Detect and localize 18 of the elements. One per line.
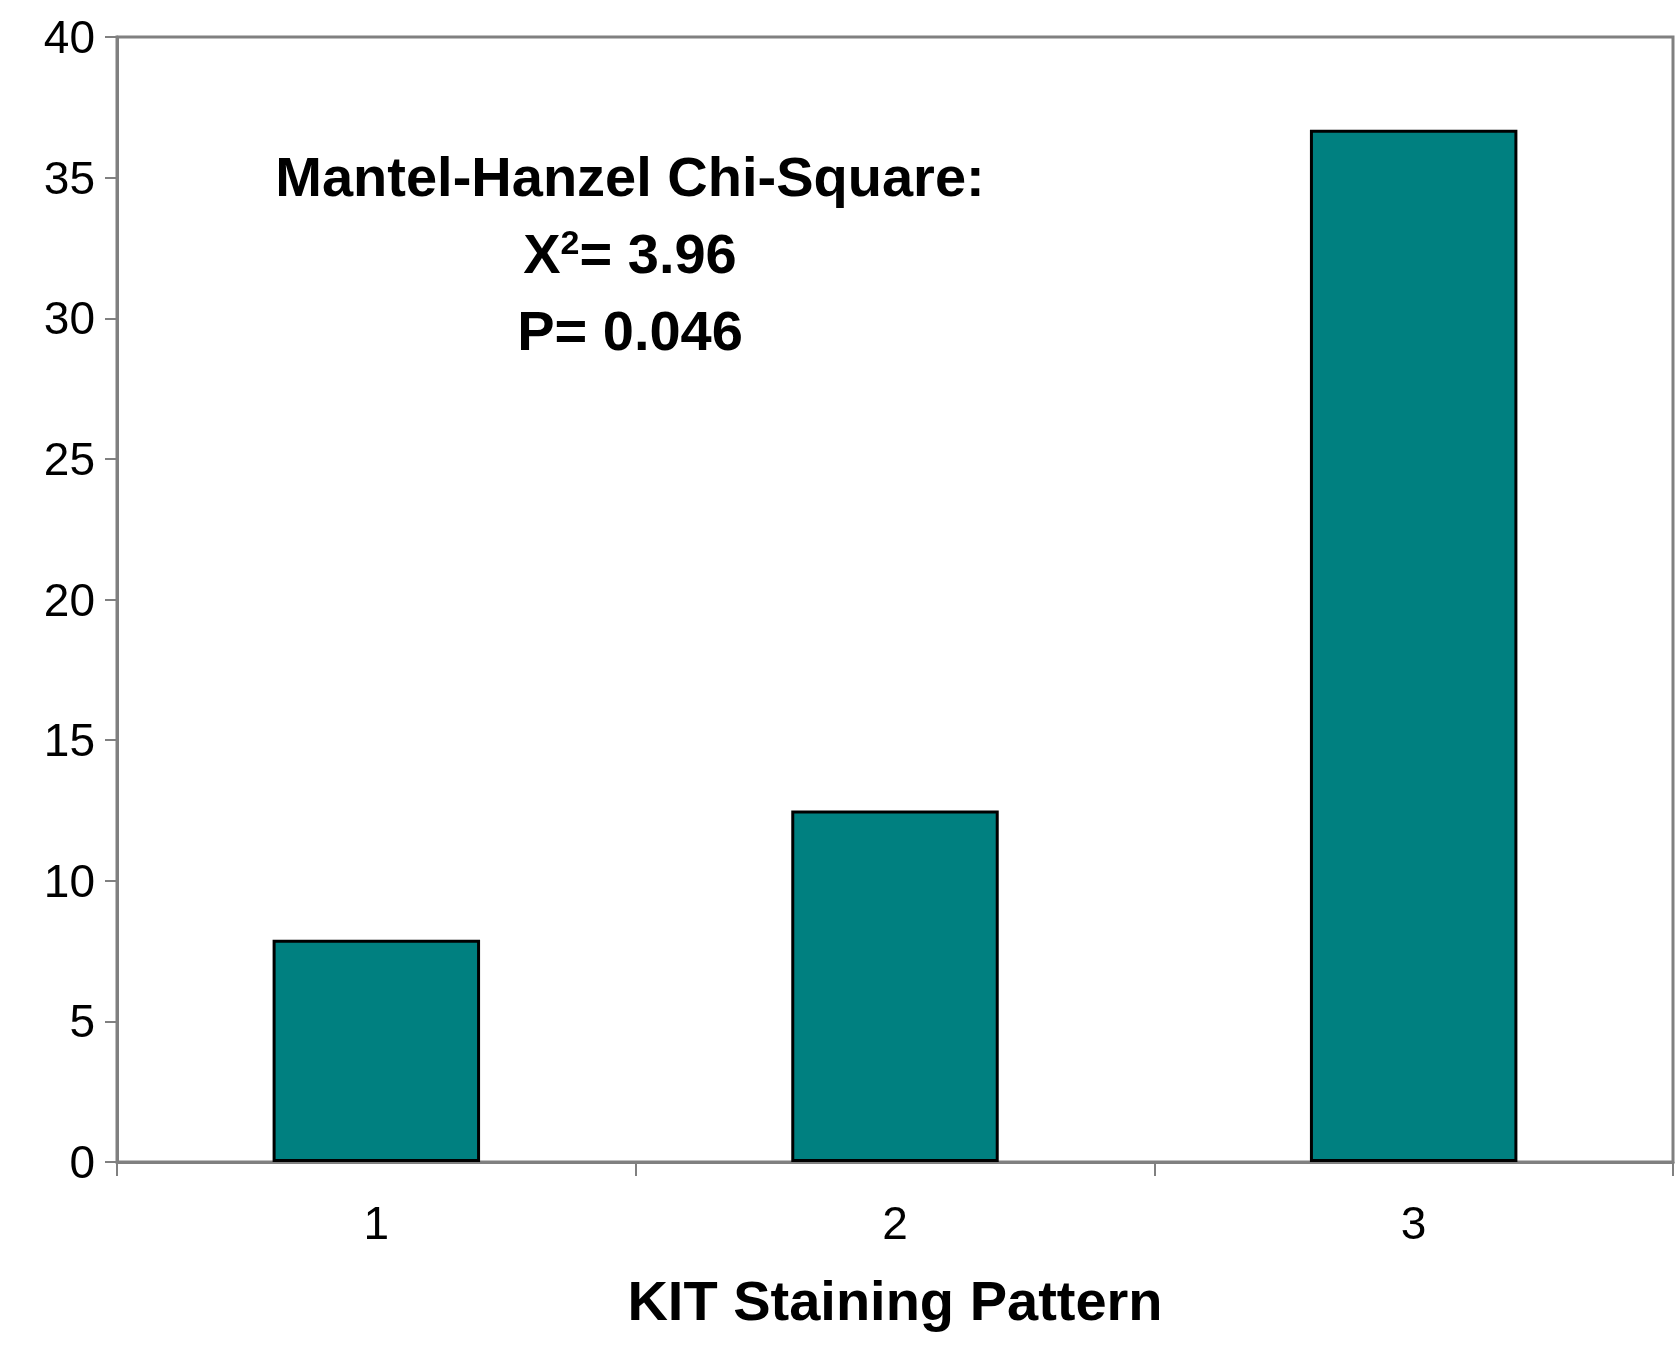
x-tick-label: 1: [363, 1197, 390, 1249]
annotation: Mantel-Hanzel Chi-Square:: [275, 144, 985, 208]
bar: [791, 810, 999, 1162]
annotation: P= 0.046: [517, 298, 743, 362]
y-tick-label: 30: [43, 292, 95, 345]
x-tick-label: 2: [882, 1197, 908, 1249]
bar: [1309, 129, 1518, 1162]
y-tick-label: 25: [43, 432, 95, 485]
y-tick-label: 40: [43, 11, 95, 63]
x-tick-label: 3: [1400, 1197, 1427, 1249]
y-tick-label: 10: [43, 854, 95, 907]
y-tick-label: 5: [69, 995, 95, 1048]
x-axis-title: KIT Staining Pattern: [627, 1268, 1163, 1332]
y-tick-label: 35: [43, 151, 95, 204]
bar: [272, 939, 481, 1162]
y-tick-label: 20: [43, 573, 95, 626]
y-tick-label: 0: [69, 1136, 95, 1188]
y-tick-label: 15: [43, 714, 95, 767]
